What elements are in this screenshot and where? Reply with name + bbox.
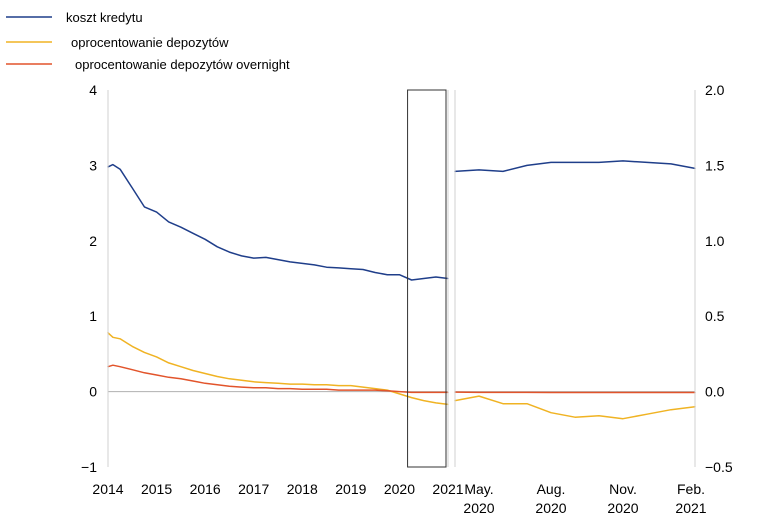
left-series-line-oprocentowanie-depozytow-overnight [107, 364, 449, 394]
left-y-tick-label: 2 [89, 233, 97, 249]
highlight-box [407, 89, 447, 468]
left-y-tick-label: 1 [89, 308, 97, 324]
axes [107, 89, 696, 468]
left-x-tick-label: 2020 [384, 481, 415, 497]
legend-label-oprocentowanie-depozytow: oprocentowanie depozytów [71, 35, 229, 50]
right-x-tick-label: 2020 [535, 500, 566, 516]
right-x-tick-label: 2021 [675, 500, 706, 516]
right-y-tick-label: −0.5 [705, 459, 733, 475]
left-x-tick-label: 2015 [141, 481, 172, 497]
right-y-tick-label: 2.0 [705, 82, 725, 98]
left-series-line-koszt-kredytu [107, 163, 449, 281]
legend: koszt kredytu oprocentowanie depozytów opr… [6, 10, 290, 72]
right-series-line-oprocentowanie-depozytow [454, 395, 696, 420]
left-x-tick-label: 2014 [92, 481, 123, 497]
right-x-tick-label: Aug. [537, 481, 566, 497]
left-x-tick-label: 2021 [432, 481, 463, 497]
legend-label-koszt-kredytu: koszt kredytu [66, 10, 143, 25]
left-y-tick-label: −1 [81, 459, 97, 475]
right-y-tick-label: 0.0 [705, 384, 725, 400]
right-x-tick-label: May. [464, 481, 493, 497]
left-x-tick-label: 2017 [238, 481, 269, 497]
legend-label-oprocentowanie-depozytow-overnight: oprocentowanie depozytów overnight [75, 57, 290, 72]
left-x-tick-label: 2016 [190, 481, 221, 497]
right-x-tick-label: Feb. [677, 481, 705, 497]
right-series-line-koszt-kredytu [454, 160, 696, 173]
right-y-tick-label: 0.5 [705, 308, 725, 324]
left-y-tick-label: 3 [89, 157, 97, 173]
right-x-tick-label: Nov. [609, 481, 637, 497]
right-y-tick-label: 1.5 [705, 157, 725, 173]
right-x-tick-label: 2020 [607, 500, 638, 516]
left-series-line-oprocentowanie-depozytow [107, 332, 449, 406]
series-layer [107, 160, 696, 420]
left-x-tick-label: 2019 [335, 481, 366, 497]
left-y-tick-label: 0 [89, 384, 97, 400]
right-y-tick-label: 1.0 [705, 233, 725, 249]
right-x-tick-label: 2020 [463, 500, 494, 516]
left-y-tick-label: 4 [89, 82, 97, 98]
left-x-tick-label: 2018 [287, 481, 318, 497]
